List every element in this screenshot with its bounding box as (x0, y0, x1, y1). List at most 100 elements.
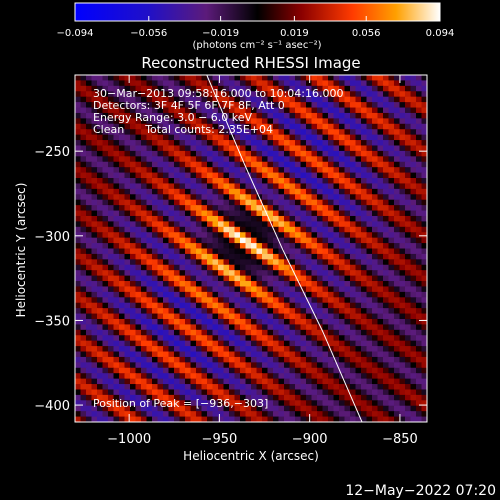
heatmap-pixel (394, 129, 401, 136)
heatmap-pixel (311, 226, 318, 233)
heatmap-pixel (421, 378, 427, 385)
heatmap-pixel (317, 318, 324, 325)
heatmap-pixel (185, 302, 192, 309)
heatmap-pixel (113, 329, 120, 336)
heatmap-pixel (179, 215, 186, 222)
heatmap-pixel (196, 178, 203, 185)
heatmap-pixel (196, 367, 203, 374)
heatmap-pixel (190, 91, 197, 98)
heatmap-pixel (168, 264, 175, 271)
heatmap-pixel (383, 308, 390, 315)
heatmap-pixel (141, 226, 148, 233)
heatmap-pixel (295, 367, 302, 374)
heatmap-pixel (245, 416, 252, 422)
heatmap-pixel (394, 199, 401, 206)
heatmap-pixel (394, 248, 401, 255)
heatmap-pixel (185, 270, 192, 277)
heatmap-pixel (119, 264, 126, 271)
heatmap-pixel (97, 178, 104, 185)
heatmap-pixel (399, 367, 406, 374)
heatmap-pixel (344, 145, 351, 152)
heatmap-pixel (284, 188, 291, 195)
heatmap-pixel (300, 75, 307, 82)
heatmap-pixel (152, 129, 159, 136)
heatmap-pixel (135, 253, 142, 260)
heatmap-pixel (295, 340, 302, 347)
heatmap-pixel (366, 384, 373, 391)
heatmap-pixel (322, 75, 329, 82)
heatmap-pixel (157, 232, 164, 239)
heatmap-pixel (190, 183, 197, 190)
heatmap-pixel (273, 411, 280, 418)
heatmap-pixel (405, 118, 412, 125)
heatmap-pixel (229, 91, 236, 98)
heatmap-pixel (273, 367, 280, 374)
heatmap-pixel (256, 80, 263, 87)
heatmap-pixel (179, 75, 186, 82)
heatmap-pixel (399, 373, 406, 380)
heatmap-pixel (190, 80, 197, 87)
heatmap-pixel (174, 302, 181, 309)
heatmap-pixel (218, 373, 225, 380)
heatmap-pixel (218, 150, 225, 157)
heatmap-pixel (350, 411, 357, 418)
heatmap-pixel (262, 215, 269, 222)
heatmap-pixel (201, 394, 208, 401)
heatmap-pixel (350, 264, 357, 271)
heatmap-pixel (328, 286, 335, 293)
heatmap-pixel (328, 210, 335, 217)
heatmap-pixel (317, 340, 324, 347)
heatmap-pixel (108, 324, 115, 331)
heatmap-pixel (212, 145, 219, 152)
heatmap-pixel (135, 275, 142, 282)
heatmap-pixel (234, 291, 241, 298)
heatmap-pixel (328, 145, 335, 152)
heatmap-pixel (300, 308, 307, 315)
heatmap-pixel (399, 237, 406, 244)
heatmap-pixel (174, 259, 181, 266)
heatmap-pixel (278, 85, 285, 92)
heatmap-pixel (75, 134, 82, 141)
heatmap-pixel (207, 302, 214, 309)
heatmap-pixel (361, 313, 368, 320)
heatmap-pixel (421, 118, 427, 125)
heatmap-pixel (262, 199, 269, 206)
heatmap-pixel (80, 356, 87, 363)
heatmap-pixel (278, 302, 285, 309)
heatmap-pixel (284, 308, 291, 315)
heatmap-pixel (113, 134, 120, 141)
heatmap-pixel (130, 297, 137, 304)
heatmap-pixel (108, 351, 115, 358)
heatmap-pixel (300, 356, 307, 363)
heatmap-pixel (124, 199, 131, 206)
heatmap-pixel (416, 351, 423, 358)
heatmap-pixel (388, 167, 395, 174)
heatmap-pixel (344, 340, 351, 347)
heatmap-pixel (344, 156, 351, 163)
heatmap-pixel (119, 394, 126, 401)
heatmap-pixel (229, 264, 236, 271)
heatmap-pixel (289, 205, 296, 212)
heatmap-pixel (377, 378, 384, 385)
heatmap-pixel (311, 324, 318, 331)
heatmap-pixel (185, 75, 192, 82)
heatmap-pixel (223, 275, 230, 282)
heatmap-pixel (130, 145, 137, 152)
heatmap-pixel (383, 416, 390, 422)
heatmap-pixel (262, 356, 269, 363)
heatmap-pixel (212, 275, 219, 282)
heatmap-pixel (207, 134, 214, 141)
heatmap-pixel (75, 400, 82, 407)
heatmap-pixel (289, 384, 296, 391)
heatmap-pixel (240, 118, 247, 125)
heatmap-pixel (267, 281, 274, 288)
heatmap-pixel (399, 129, 406, 136)
heatmap-pixel (383, 335, 390, 342)
heatmap-pixel (212, 302, 219, 309)
heatmap-pixel (130, 232, 137, 239)
heatmap-pixel (185, 362, 192, 369)
heatmap-pixel (163, 118, 170, 125)
heatmap-pixel (328, 253, 335, 260)
heatmap-pixel (135, 221, 142, 228)
heatmap-pixel (262, 373, 269, 380)
